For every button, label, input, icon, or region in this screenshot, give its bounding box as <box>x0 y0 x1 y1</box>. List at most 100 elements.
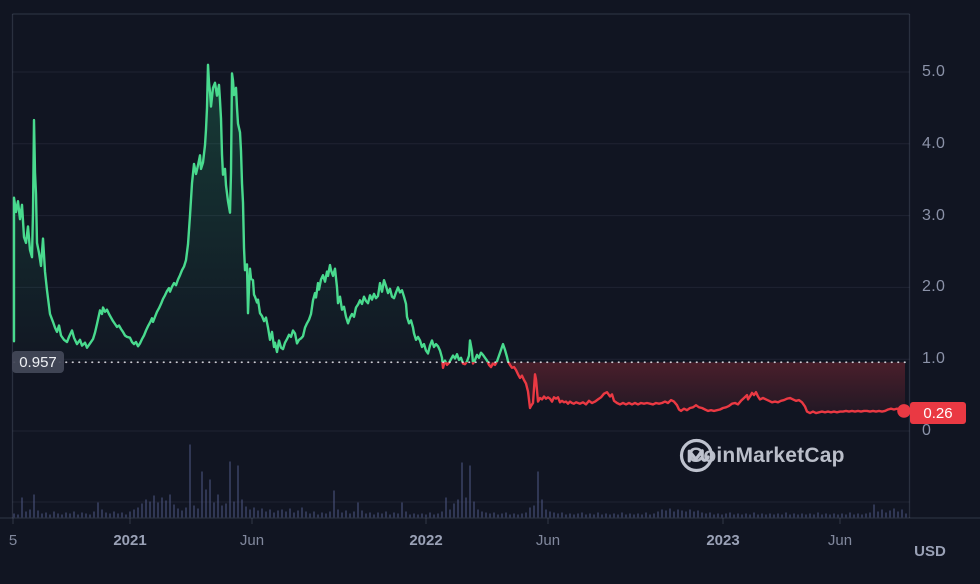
volume-bar <box>313 511 315 518</box>
volume-bar <box>17 514 19 518</box>
volume-bar <box>249 509 251 518</box>
volume-bar <box>753 512 755 518</box>
volume-bar <box>253 507 255 518</box>
volume-bar <box>857 513 859 518</box>
volume-bar <box>433 514 435 518</box>
volume-bar <box>353 511 355 518</box>
volume-bar <box>405 511 407 518</box>
volume-bar <box>901 509 903 518</box>
volume-bar <box>149 501 151 518</box>
volume-bar <box>693 511 695 518</box>
volume-bar <box>865 513 867 518</box>
volume-bar <box>797 514 799 518</box>
volume-bar <box>305 511 307 518</box>
volume-bar <box>329 511 331 518</box>
volume-bar <box>469 465 471 518</box>
volume-bar <box>505 512 507 518</box>
volume-bar <box>825 513 827 518</box>
volume-bar <box>701 512 703 518</box>
volume-bar <box>333 490 335 518</box>
volume-bar <box>409 514 411 518</box>
volume-bar <box>837 514 839 518</box>
volume-bar <box>437 513 439 518</box>
volume-bar <box>221 505 223 518</box>
volume-bar <box>605 513 607 518</box>
volume-bar <box>21 497 23 518</box>
volume-bar <box>429 512 431 518</box>
volume-bar <box>593 514 595 518</box>
price-area-up <box>14 64 509 363</box>
volume-bar <box>529 507 531 518</box>
volume-bar <box>801 513 803 518</box>
volume-bar <box>793 513 795 518</box>
price-line-down <box>441 362 907 415</box>
volume-bar <box>193 505 195 518</box>
volume-bar <box>789 514 791 518</box>
volume-bar <box>517 514 519 518</box>
volume-bar <box>413 513 415 518</box>
volume-bar <box>465 497 467 518</box>
volume-bar <box>69 513 71 518</box>
volume-bar <box>657 511 659 518</box>
volume-bar <box>153 495 155 518</box>
volume-bar <box>345 510 347 518</box>
volume-bar <box>669 508 671 518</box>
volume-bar <box>449 509 451 518</box>
volume-bar <box>861 514 863 518</box>
volume-bar <box>545 509 547 518</box>
volume-bar <box>377 512 379 518</box>
volume-bar <box>705 513 707 518</box>
volume-bar <box>33 494 35 518</box>
volume-bar <box>617 514 619 518</box>
volume-bar <box>769 513 771 518</box>
volume-bar <box>497 514 499 518</box>
volume-bar <box>853 514 855 518</box>
volume-bar <box>165 500 167 518</box>
volume-bar <box>365 513 367 518</box>
volume-bar <box>281 509 283 518</box>
volume-bar <box>445 497 447 518</box>
volume-bar <box>385 511 387 518</box>
price-line-up <box>12 63 510 363</box>
volume-bar <box>561 512 563 518</box>
volume-bar <box>257 510 259 518</box>
volume-bar <box>117 513 119 518</box>
volume-bar <box>745 513 747 518</box>
volume-bar <box>809 513 811 518</box>
volume-bar <box>613 513 615 518</box>
volume-bar <box>737 513 739 518</box>
volume-bar <box>225 503 227 518</box>
volume-bar <box>101 509 103 518</box>
volume-bar <box>265 511 267 518</box>
volume-bar <box>621 512 623 518</box>
volume-bar <box>501 513 503 518</box>
volume-bar <box>53 511 55 518</box>
volume-bar <box>361 510 363 518</box>
volume-bar <box>145 499 147 518</box>
volume-bar <box>641 514 643 518</box>
volume-bar <box>601 514 603 518</box>
volume-bar <box>765 514 767 518</box>
volume-bar <box>781 514 783 518</box>
volume-bar <box>833 513 835 518</box>
x-axis-label: Jun <box>239 532 265 549</box>
volume-bar <box>653 513 655 518</box>
volume-bar <box>273 512 275 518</box>
x-axis-label: 2023 <box>706 532 740 549</box>
volume-bar <box>85 513 87 518</box>
volume-bar <box>77 514 79 518</box>
volume-bar <box>37 510 39 518</box>
volume-bar <box>301 507 303 518</box>
volume-bar <box>317 514 319 518</box>
volume-bar <box>873 504 875 518</box>
volume-bar <box>757 514 759 518</box>
volume-bar <box>185 507 187 518</box>
volume-bar <box>425 514 427 518</box>
volume-bar <box>673 511 675 518</box>
volume-bar <box>397 513 399 518</box>
volume-bar <box>537 471 539 518</box>
volume-bar <box>485 512 487 518</box>
volume-bar <box>689 509 691 518</box>
coinmarketcap-watermark[interactable]: CoinMarketCap <box>678 437 845 474</box>
